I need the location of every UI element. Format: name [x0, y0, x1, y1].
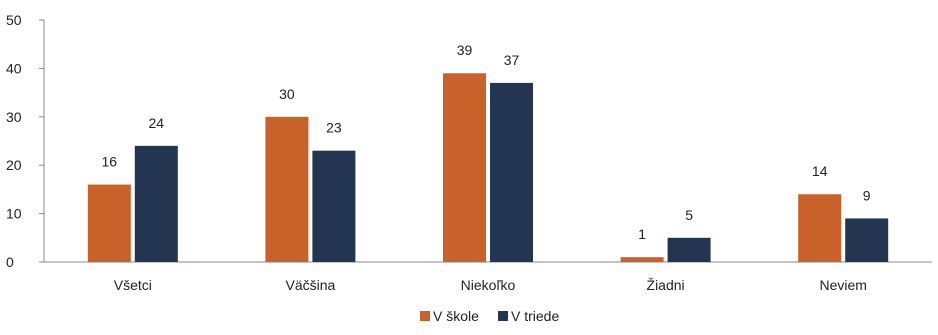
- category-label: Väčšina: [285, 277, 335, 293]
- y-tick-label: 0: [6, 254, 14, 270]
- legend-label: V škole: [433, 308, 479, 324]
- y-tick-label: 10: [6, 206, 22, 222]
- legend-label: V triede: [511, 308, 559, 324]
- bar-v-triede: [134, 145, 178, 262]
- data-label: 9: [863, 187, 871, 203]
- data-label: 30: [279, 86, 295, 102]
- data-label: 24: [149, 115, 165, 131]
- bar-v-skole: [87, 184, 131, 262]
- bar-v-triede: [312, 150, 356, 262]
- bars: [87, 73, 889, 263]
- bar-v-skole: [620, 257, 664, 262]
- bar-v-triede: [845, 218, 889, 262]
- data-label: 39: [457, 42, 473, 58]
- y-axis: 0 10 20 30 40 50: [6, 12, 45, 270]
- bar-v-skole: [443, 73, 486, 263]
- category-label: Niekoľko: [461, 277, 516, 293]
- bar-v-triede: [667, 237, 711, 262]
- data-label: 5: [685, 207, 693, 223]
- y-tick-label: 20: [6, 157, 22, 173]
- data-label: 16: [102, 154, 118, 170]
- x-axis: Všetci Väčšina Niekoľko Žiadni Neviem: [44, 261, 932, 293]
- y-tick-label: 40: [6, 60, 22, 76]
- legend-swatch: [498, 311, 508, 321]
- legend-swatch: [420, 311, 430, 321]
- y-tick-label: 30: [6, 109, 22, 125]
- bar-v-triede: [490, 82, 533, 262]
- bar-v-skole: [265, 116, 309, 262]
- bar-v-skole: [798, 194, 842, 262]
- y-tick-label: 50: [6, 12, 22, 28]
- legend: V škole V triede: [420, 308, 559, 324]
- data-label: 37: [504, 52, 520, 68]
- data-labels: 16 24 30 23 39 37 1 5 14 9: [102, 42, 871, 242]
- category-label: Neviem: [819, 277, 866, 293]
- data-label: 14: [812, 163, 828, 179]
- data-label: 23: [326, 120, 342, 136]
- category-label: Všetci: [114, 277, 152, 293]
- data-label: 1: [638, 226, 646, 242]
- category-label: Žiadni: [647, 277, 685, 293]
